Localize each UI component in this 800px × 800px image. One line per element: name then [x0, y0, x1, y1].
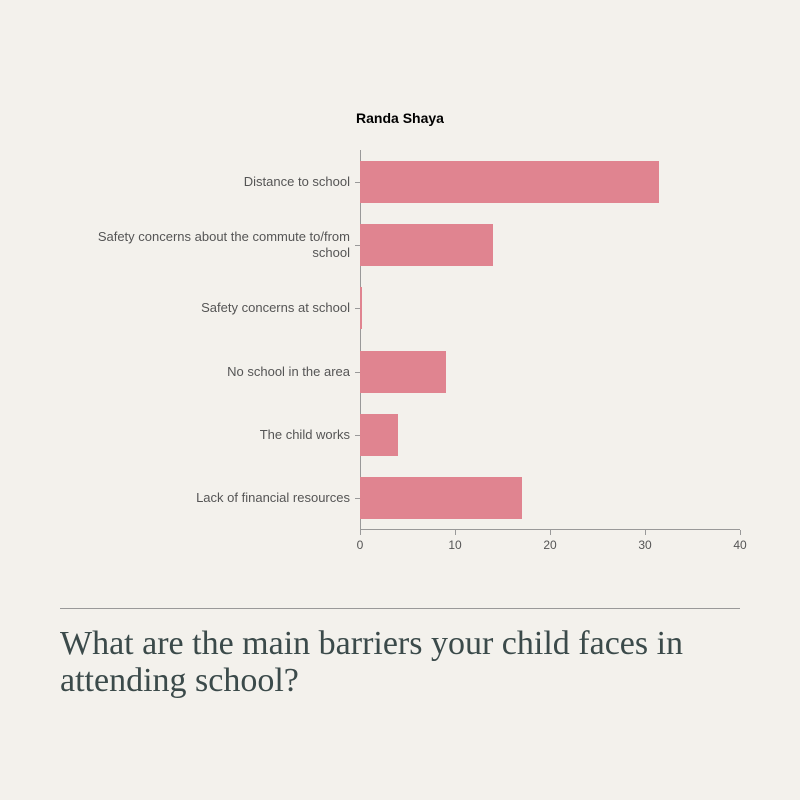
bar [360, 161, 659, 203]
y-tick [355, 245, 360, 246]
x-tick-label: 40 [733, 538, 746, 552]
x-tick-label: 30 [638, 538, 651, 552]
y-tick [355, 372, 360, 373]
chart-wrapper: Randa Shaya 010203040 Distance to school… [60, 130, 740, 580]
bar-row [360, 351, 446, 393]
chart-plot-area: 010203040 [360, 150, 740, 530]
x-tick [455, 530, 456, 535]
bar [360, 414, 398, 456]
question-text: What are the main barriers your child fa… [60, 625, 740, 700]
y-axis-label: No school in the area [65, 364, 350, 380]
x-tick-label: 10 [448, 538, 461, 552]
y-axis-label: The child works [65, 427, 350, 443]
bar-row [360, 477, 522, 519]
bar-row [360, 224, 493, 266]
bar-row [360, 161, 659, 203]
x-tick [645, 530, 646, 535]
divider [60, 608, 740, 609]
bar-row [360, 414, 398, 456]
bar [360, 224, 493, 266]
y-tick [355, 182, 360, 183]
x-tick-label: 0 [357, 538, 364, 552]
y-axis-label: Safety concerns about the commute to/fro… [65, 229, 350, 260]
bar [360, 351, 446, 393]
y-axis [360, 150, 361, 530]
x-tick [740, 530, 741, 535]
y-tick [355, 498, 360, 499]
x-tick [360, 530, 361, 535]
bar-row [360, 287, 362, 329]
y-axis-label: Distance to school [65, 174, 350, 190]
chart-title: Randa Shaya [356, 110, 444, 126]
y-tick [355, 308, 360, 309]
x-tick [550, 530, 551, 535]
bar [360, 477, 522, 519]
x-tick-label: 20 [543, 538, 556, 552]
y-axis-label: Safety concerns at school [65, 300, 350, 316]
y-tick [355, 435, 360, 436]
y-axis-label: Lack of financial resources [65, 490, 350, 506]
bar [360, 287, 362, 329]
